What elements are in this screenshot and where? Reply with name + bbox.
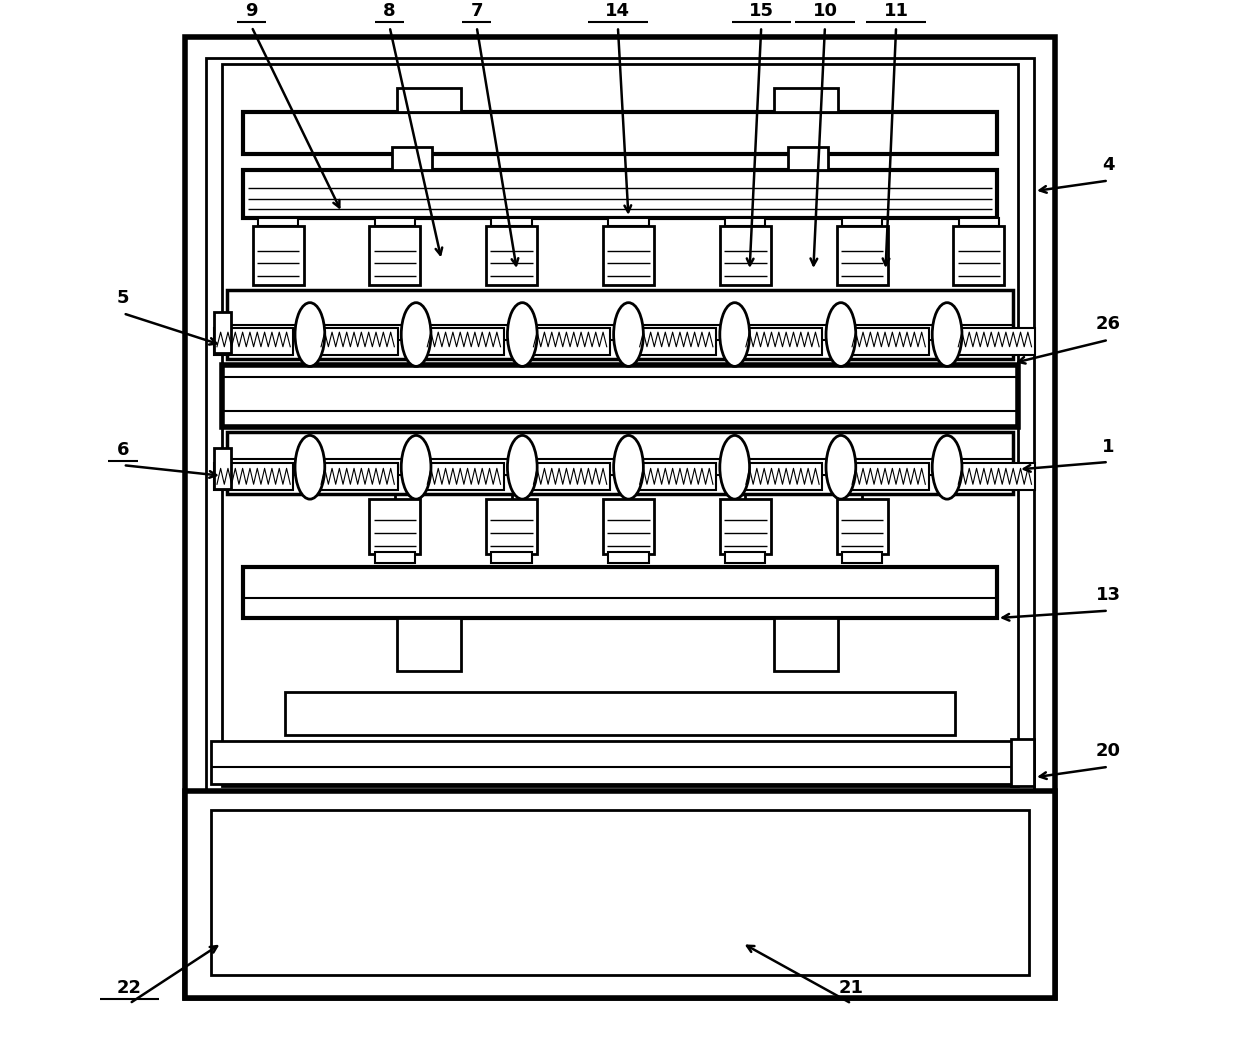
Bar [603, 226, 653, 285]
Bar [743, 328, 822, 355]
Bar [720, 226, 771, 285]
Bar [211, 741, 1029, 784]
Bar [370, 499, 420, 554]
Bar [636, 463, 717, 490]
Bar [725, 552, 765, 563]
Text: 11: 11 [884, 2, 909, 20]
Ellipse shape [826, 303, 856, 366]
Bar [959, 218, 999, 226]
Ellipse shape [720, 303, 749, 366]
Text: 20: 20 [1096, 742, 1121, 760]
Bar [774, 618, 838, 671]
Bar [491, 218, 532, 226]
Ellipse shape [402, 303, 432, 366]
Text: 4: 4 [1102, 156, 1115, 174]
Bar [787, 147, 828, 170]
Text: 8: 8 [383, 2, 396, 20]
Bar [215, 448, 232, 489]
Bar [486, 499, 537, 554]
Bar [955, 328, 1034, 355]
Bar [317, 463, 398, 490]
Bar [636, 328, 717, 355]
Ellipse shape [295, 435, 325, 499]
Bar [1011, 739, 1034, 786]
Bar [842, 218, 883, 226]
Bar [531, 328, 610, 355]
Text: 9: 9 [246, 2, 258, 20]
Bar [227, 290, 1013, 359]
Bar [243, 567, 997, 618]
Text: 21: 21 [839, 979, 864, 997]
Bar [392, 147, 432, 170]
Ellipse shape [720, 435, 749, 499]
Bar [397, 88, 461, 112]
Ellipse shape [507, 303, 537, 366]
Ellipse shape [295, 303, 325, 366]
Bar [955, 463, 1034, 490]
Bar [222, 64, 1018, 786]
Bar [213, 463, 294, 490]
Bar [720, 499, 771, 554]
Bar [206, 58, 1034, 977]
Bar [185, 37, 1055, 998]
Bar [285, 692, 955, 735]
Text: 7: 7 [470, 2, 482, 20]
Bar [849, 328, 929, 355]
Bar [424, 328, 503, 355]
Bar [424, 463, 503, 490]
Ellipse shape [932, 435, 962, 499]
Bar [849, 463, 929, 490]
Bar [531, 463, 610, 490]
Text: 13: 13 [1096, 586, 1121, 604]
Ellipse shape [614, 303, 644, 366]
Bar [725, 218, 765, 226]
Bar [609, 218, 649, 226]
Bar [211, 810, 1029, 975]
Ellipse shape [614, 435, 644, 499]
Bar [370, 226, 420, 285]
Bar [837, 226, 888, 285]
Text: 14: 14 [605, 2, 630, 20]
Text: 22: 22 [117, 979, 141, 997]
Bar [397, 618, 461, 671]
Bar [243, 170, 997, 218]
Bar [222, 365, 1018, 427]
Ellipse shape [402, 435, 432, 499]
Bar [954, 226, 1004, 285]
Bar [743, 463, 822, 490]
Bar [774, 88, 838, 112]
Bar [185, 791, 1055, 998]
Bar [317, 328, 398, 355]
Text: 5: 5 [117, 289, 129, 307]
Bar [253, 226, 304, 285]
Bar [227, 432, 1013, 494]
Ellipse shape [932, 303, 962, 366]
Text: 26: 26 [1096, 315, 1121, 333]
Bar [243, 112, 997, 154]
Text: 10: 10 [812, 2, 837, 20]
Bar [842, 552, 883, 563]
Bar [603, 499, 653, 554]
Bar [491, 552, 532, 563]
Bar [258, 218, 298, 226]
Bar [609, 552, 649, 563]
Text: 1: 1 [1102, 438, 1115, 456]
Bar [486, 226, 537, 285]
Text: 6: 6 [117, 441, 129, 459]
Bar [374, 552, 415, 563]
Ellipse shape [826, 435, 856, 499]
Ellipse shape [507, 435, 537, 499]
Bar [215, 312, 232, 353]
Bar [374, 218, 415, 226]
Bar [837, 499, 888, 554]
Bar [213, 328, 294, 355]
Text: 15: 15 [749, 2, 774, 20]
